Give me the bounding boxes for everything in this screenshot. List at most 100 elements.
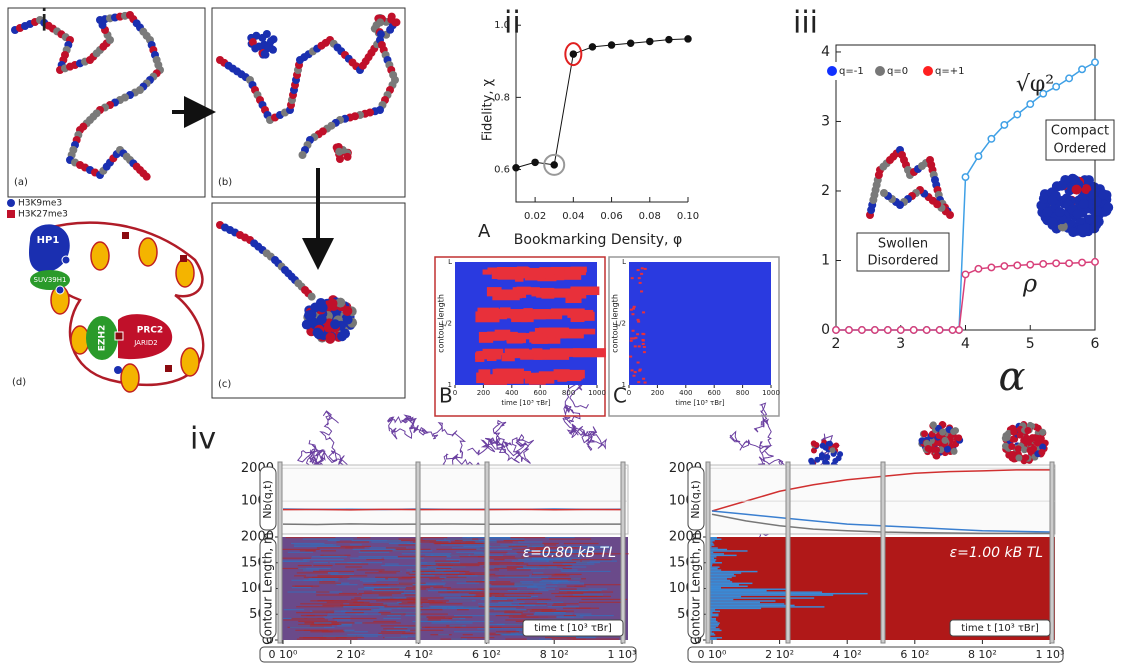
y-tick-label: 1 bbox=[821, 252, 830, 268]
kymograph-cell bbox=[710, 598, 734, 601]
kymograph-cell bbox=[518, 559, 552, 561]
y-tick-label: L/2 bbox=[441, 320, 452, 328]
polymer-snapshot bbox=[297, 410, 349, 482]
bead bbox=[316, 314, 327, 325]
kymograph-cell bbox=[360, 550, 411, 552]
kymograph-cell bbox=[533, 613, 573, 615]
kymograph-cell bbox=[439, 594, 475, 596]
bead bbox=[251, 44, 260, 53]
kymograph-cell bbox=[574, 585, 586, 587]
legend-label: q=+1 bbox=[935, 66, 964, 77]
kymograph-cell bbox=[327, 613, 368, 615]
kymograph-cell bbox=[554, 616, 584, 618]
kymograph-cell bbox=[486, 538, 519, 540]
kymograph-cell bbox=[710, 610, 720, 613]
kymograph-cell bbox=[496, 623, 545, 625]
heatmap-cell bbox=[497, 374, 524, 384]
point bbox=[1013, 261, 1022, 270]
kymograph-cell bbox=[306, 614, 328, 617]
kymograph-cell bbox=[371, 609, 392, 611]
kymograph-cell bbox=[581, 598, 628, 600]
kymograph-cell bbox=[488, 606, 525, 608]
kymograph-cell bbox=[345, 566, 363, 568]
heatmap-cell bbox=[640, 272, 644, 275]
point bbox=[987, 263, 996, 272]
kymograph-cell bbox=[482, 604, 517, 606]
heatmap-cell bbox=[633, 371, 637, 374]
panel-label: iii bbox=[793, 6, 818, 41]
kymograph-cell bbox=[504, 612, 523, 614]
x-tick-label: 1 10³ bbox=[1036, 648, 1065, 661]
kymograph-cell bbox=[381, 613, 406, 615]
kymograph-cell bbox=[710, 567, 718, 570]
bead bbox=[376, 18, 385, 27]
heatmap-cell bbox=[499, 307, 511, 319]
point bbox=[832, 326, 840, 334]
kymograph-cell bbox=[710, 587, 721, 589]
heatmap-cell bbox=[632, 337, 636, 340]
kymograph-cell bbox=[710, 545, 712, 548]
heatmap-cell bbox=[495, 368, 524, 379]
y-tick-label: L bbox=[448, 258, 452, 266]
kymograph-cell bbox=[548, 578, 586, 580]
kymograph-cell bbox=[553, 603, 579, 605]
heatmap-bg bbox=[455, 262, 597, 385]
legend-swatch bbox=[875, 66, 885, 76]
kymograph-cell bbox=[429, 541, 442, 543]
kymograph-cell bbox=[498, 601, 525, 603]
x-tick-box bbox=[687, 646, 1064, 663]
kymograph-cell bbox=[294, 575, 307, 577]
kymograph-cell bbox=[516, 598, 549, 600]
kymograph-cell bbox=[526, 638, 567, 640]
bead bbox=[1015, 454, 1023, 462]
kymograph-cell bbox=[545, 537, 575, 539]
x-tick-label: 1 10³ bbox=[608, 648, 637, 661]
heatmap-cell bbox=[538, 327, 568, 334]
point bbox=[1039, 89, 1048, 98]
x-tick-label: 6 10² bbox=[472, 648, 501, 661]
kymograph-cell bbox=[460, 595, 492, 598]
kymograph-cell bbox=[335, 637, 365, 639]
kymograph-cell bbox=[500, 544, 517, 546]
frame-c bbox=[211, 202, 406, 399]
y-tick-label: 2 bbox=[821, 183, 830, 199]
kymograph-cell bbox=[453, 614, 489, 617]
kymograph-cell bbox=[329, 538, 354, 540]
kymograph-cell bbox=[449, 625, 466, 627]
kymograph-cell bbox=[710, 556, 717, 558]
kymograph-cell bbox=[549, 538, 592, 540]
kymograph-cell bbox=[494, 567, 517, 570]
kymograph-cell bbox=[482, 607, 517, 609]
kymograph-cell bbox=[388, 542, 422, 545]
kymograph-cell bbox=[440, 573, 472, 575]
bead bbox=[304, 310, 315, 321]
kymograph-cell bbox=[291, 542, 325, 545]
bead bbox=[264, 43, 273, 52]
bead bbox=[252, 31, 261, 40]
kymograph-cell bbox=[390, 587, 431, 589]
bead bbox=[829, 447, 836, 454]
bead bbox=[1034, 424, 1042, 432]
snapshot-marker bbox=[1049, 461, 1055, 644]
heatmap-cell bbox=[531, 271, 557, 279]
kymograph-cell bbox=[358, 592, 402, 595]
kymograph-cell bbox=[387, 614, 401, 617]
kymograph-cell bbox=[383, 617, 401, 620]
bead bbox=[818, 452, 825, 459]
heatmap-cell bbox=[642, 311, 646, 314]
kymograph-cell bbox=[477, 588, 518, 590]
kymograph-cell bbox=[710, 604, 795, 607]
kymograph-cell bbox=[466, 581, 486, 583]
kymograph-cell bbox=[425, 626, 461, 628]
kymograph-cell bbox=[338, 592, 358, 595]
heatmap-cell bbox=[642, 377, 646, 380]
kymograph-cell bbox=[563, 614, 580, 617]
kymograph-cell bbox=[352, 548, 395, 550]
protein-label: HP1 bbox=[37, 235, 60, 246]
y-tick-label: 0.6 bbox=[494, 165, 510, 176]
kymograph-cell bbox=[710, 623, 720, 626]
kymograph-cell bbox=[356, 569, 385, 571]
kymograph-cell bbox=[345, 612, 364, 614]
kymograph-cell bbox=[404, 594, 417, 596]
